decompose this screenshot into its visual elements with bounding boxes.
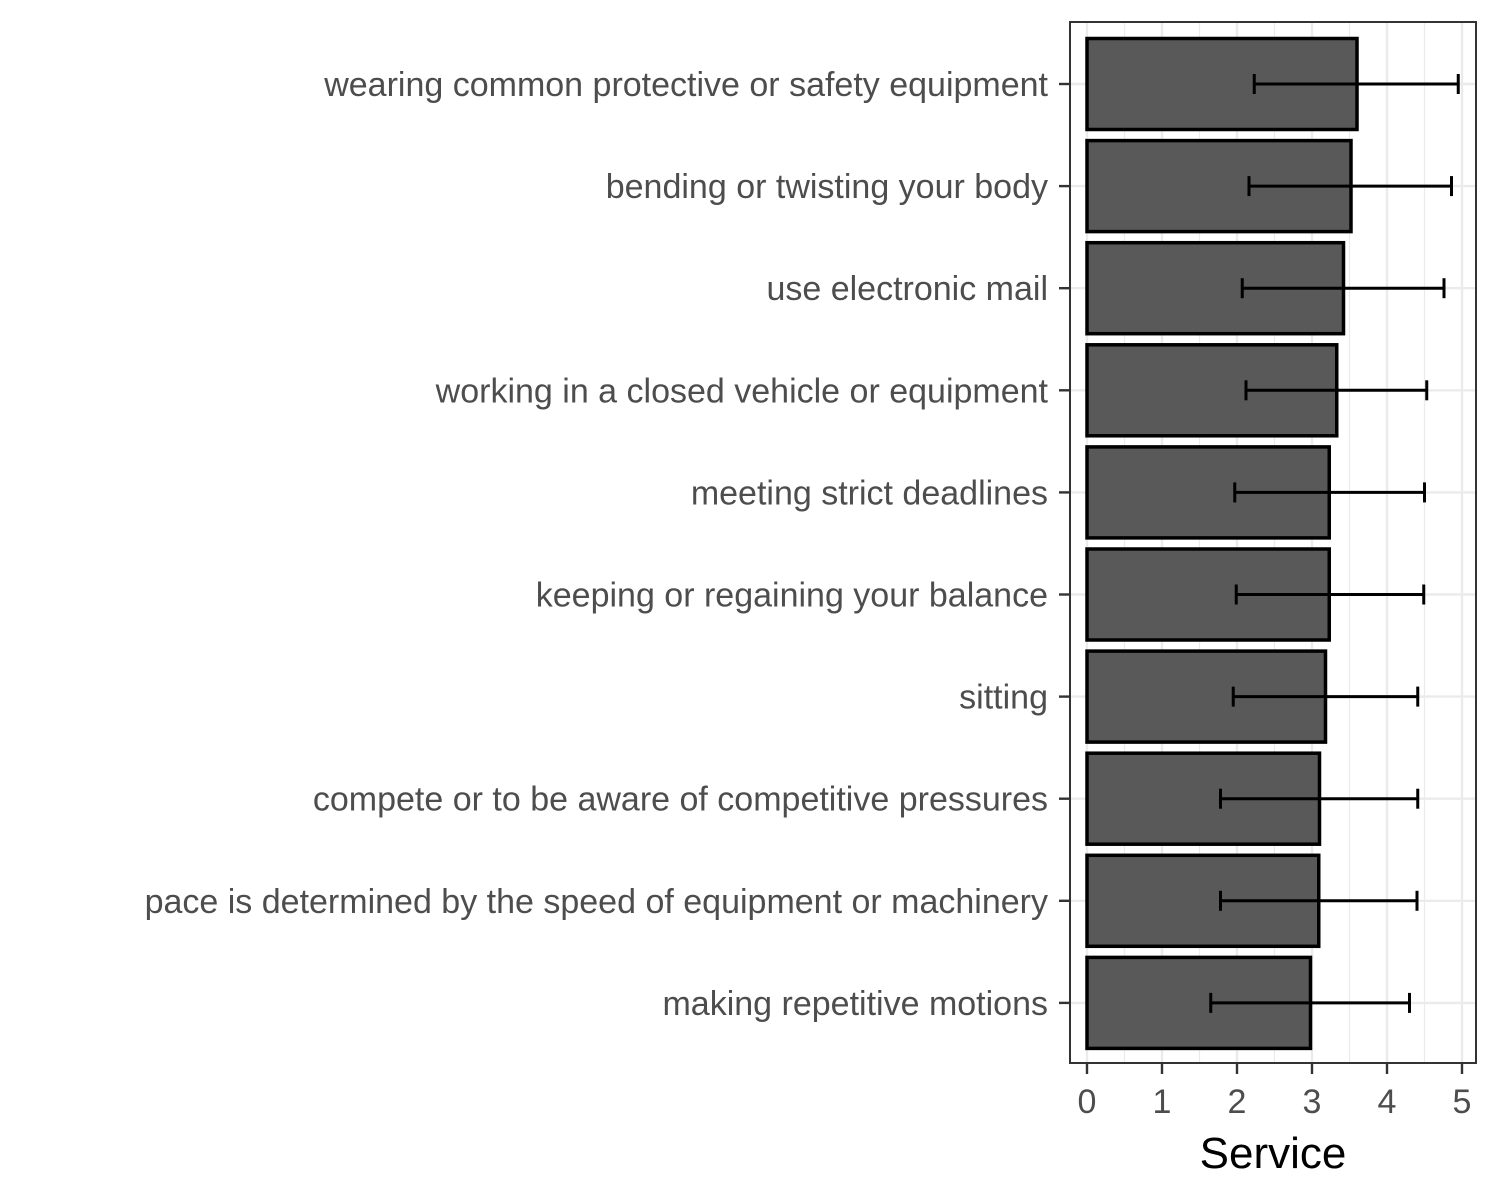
y-tick-label: working in a closed vehicle or equipment [435, 372, 1049, 410]
y-axis: wearing common protective or safety equi… [145, 66, 1070, 1023]
x-tick-label: 1 [1153, 1083, 1172, 1121]
error-bar [1252, 74, 1460, 94]
y-tick-label: use electronic mail [766, 270, 1048, 308]
error-bar [1247, 176, 1453, 197]
y-tick-label: sitting [959, 679, 1048, 717]
x-axis: 0 1 2 3 4 5 [1078, 1063, 1472, 1121]
error-bar [1234, 584, 1426, 605]
error-bar [1219, 788, 1420, 809]
bar [1085, 955, 1313, 1051]
y-tick-label: keeping or regaining your balance [536, 577, 1048, 615]
error-bar [1240, 278, 1446, 299]
error-bar [1209, 992, 1411, 1013]
x-tick-label: 4 [1378, 1083, 1397, 1121]
error-bar [1244, 380, 1429, 401]
y-tick-label: bending or twisting your body [606, 168, 1048, 206]
y-tick-label: wearing common protective or safety equi… [323, 66, 1048, 104]
x-tick-label: 5 [1453, 1083, 1472, 1121]
error-bar [1231, 686, 1420, 707]
y-tick-label: pace is determined by the speed of equip… [145, 883, 1048, 921]
y-tick-label: compete or to be aware of competitive pr… [313, 781, 1048, 819]
x-tick-label: 0 [1078, 1083, 1097, 1121]
x-tick-label: 3 [1303, 1083, 1322, 1121]
x-axis-title: Service [1200, 1129, 1347, 1178]
error-bar [1233, 482, 1426, 503]
panel-border [1069, 21, 1477, 1064]
error-bars [1209, 74, 1460, 1013]
y-tick-label: meeting strict deadlines [691, 474, 1048, 512]
error-bar [1219, 890, 1419, 911]
y-tick-label: making repetitive motions [662, 985, 1048, 1023]
x-tick-label: 2 [1228, 1083, 1247, 1121]
